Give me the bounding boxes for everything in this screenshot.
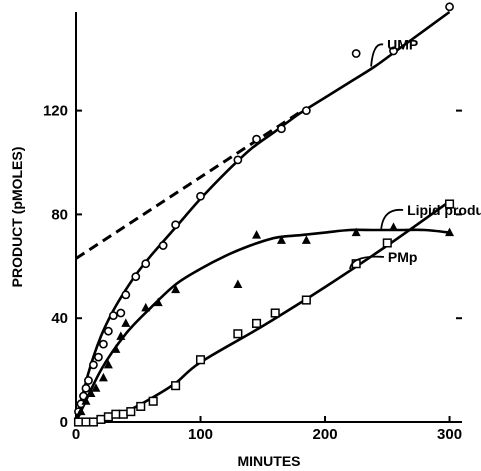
point-ump bbox=[98, 339, 108, 349]
point-ump bbox=[89, 360, 98, 370]
point-lipid-product bbox=[171, 284, 181, 294]
annotation-label: PMp bbox=[388, 249, 418, 265]
point-lipid-product bbox=[276, 235, 286, 244]
point-lipid-product bbox=[98, 372, 108, 382]
point-ump bbox=[84, 376, 93, 385]
point-pmp bbox=[111, 409, 121, 419]
point-pmp bbox=[233, 329, 243, 339]
x-tick-label: 0 bbox=[72, 426, 80, 443]
annotation-leader bbox=[370, 43, 384, 67]
point-pmp bbox=[171, 381, 181, 391]
point-pmp bbox=[73, 417, 84, 427]
point-ump bbox=[108, 311, 118, 321]
annotation-label: UMP bbox=[387, 36, 418, 52]
point-ump bbox=[94, 352, 103, 362]
point-lipid-product bbox=[76, 406, 86, 416]
ticks: 0 100 200 300 0 40 80 120 bbox=[43, 103, 462, 443]
point-lipid-product bbox=[103, 359, 113, 369]
curve-ump bbox=[74, 10, 451, 423]
point-pmp bbox=[251, 318, 262, 328]
point-pmp bbox=[118, 409, 128, 419]
curve-lipid-product bbox=[74, 228, 450, 423]
point-pmp bbox=[148, 396, 158, 406]
point-pmp bbox=[103, 412, 113, 422]
annotation-leader bbox=[349, 255, 384, 270]
point-ump bbox=[196, 191, 205, 201]
curves bbox=[74, 10, 451, 424]
y-tick-label: 40 bbox=[51, 310, 68, 327]
point-ump bbox=[252, 134, 261, 144]
curve-pmp bbox=[75, 200, 451, 424]
point-ump bbox=[158, 241, 168, 250]
point-lipid-product bbox=[252, 230, 262, 239]
point-pmp bbox=[96, 414, 106, 424]
point-lipid-product bbox=[389, 222, 399, 231]
point-ump bbox=[171, 220, 181, 230]
point-lipid-product bbox=[116, 331, 126, 340]
y-tick-label: 0 bbox=[60, 414, 68, 431]
point-ump bbox=[121, 290, 131, 300]
point-ump bbox=[141, 259, 151, 269]
point-lipid-product bbox=[141, 302, 151, 312]
point-lipid-product bbox=[121, 318, 131, 327]
point-lipid-product bbox=[91, 383, 101, 392]
point-pmp bbox=[88, 417, 98, 427]
point-pmp bbox=[195, 355, 206, 365]
point-ump bbox=[445, 2, 454, 12]
point-lipid-product bbox=[351, 227, 361, 237]
point-ump bbox=[277, 124, 286, 134]
x-tick-label: 100 bbox=[188, 426, 213, 443]
x-axis-title: MINUTES bbox=[238, 453, 301, 469]
point-lipid-product bbox=[111, 344, 121, 353]
markers bbox=[73, 2, 455, 427]
point-lipid-product bbox=[153, 297, 163, 307]
annotation-label: Lipid product bbox=[407, 202, 481, 218]
point-pmp bbox=[126, 407, 136, 417]
point-ump bbox=[389, 46, 398, 56]
point-ump bbox=[301, 106, 311, 116]
annotation-leader bbox=[380, 208, 404, 231]
point-ump bbox=[81, 383, 91, 393]
point-lipid-product bbox=[86, 388, 96, 397]
point-pmp bbox=[136, 401, 146, 411]
point-lipid-product bbox=[445, 227, 455, 237]
point-lipid-product bbox=[233, 279, 243, 288]
point-pmp bbox=[444, 199, 455, 209]
point-ump bbox=[131, 272, 141, 282]
point-lipid-product bbox=[301, 235, 311, 244]
point-pmp bbox=[301, 295, 311, 305]
point-pmp bbox=[382, 238, 392, 248]
point-pmp bbox=[81, 417, 91, 427]
point-lipid-product bbox=[81, 396, 91, 405]
x-tick-label: 300 bbox=[437, 426, 462, 443]
annotations: UMP Lipid product PMp bbox=[349, 36, 481, 270]
y-tick-label: 80 bbox=[51, 206, 68, 223]
x-tick-label: 200 bbox=[313, 426, 338, 443]
point-ump bbox=[233, 155, 243, 165]
point-pmp bbox=[270, 308, 280, 318]
point-ump bbox=[103, 326, 113, 336]
point-ump bbox=[116, 308, 126, 318]
y-axis-title: PRODUCT (pMOLES) bbox=[9, 147, 25, 288]
point-ump bbox=[351, 49, 361, 58]
extrapolation-dashed-line bbox=[75, 106, 308, 260]
y-tick-label: 120 bbox=[43, 103, 68, 120]
